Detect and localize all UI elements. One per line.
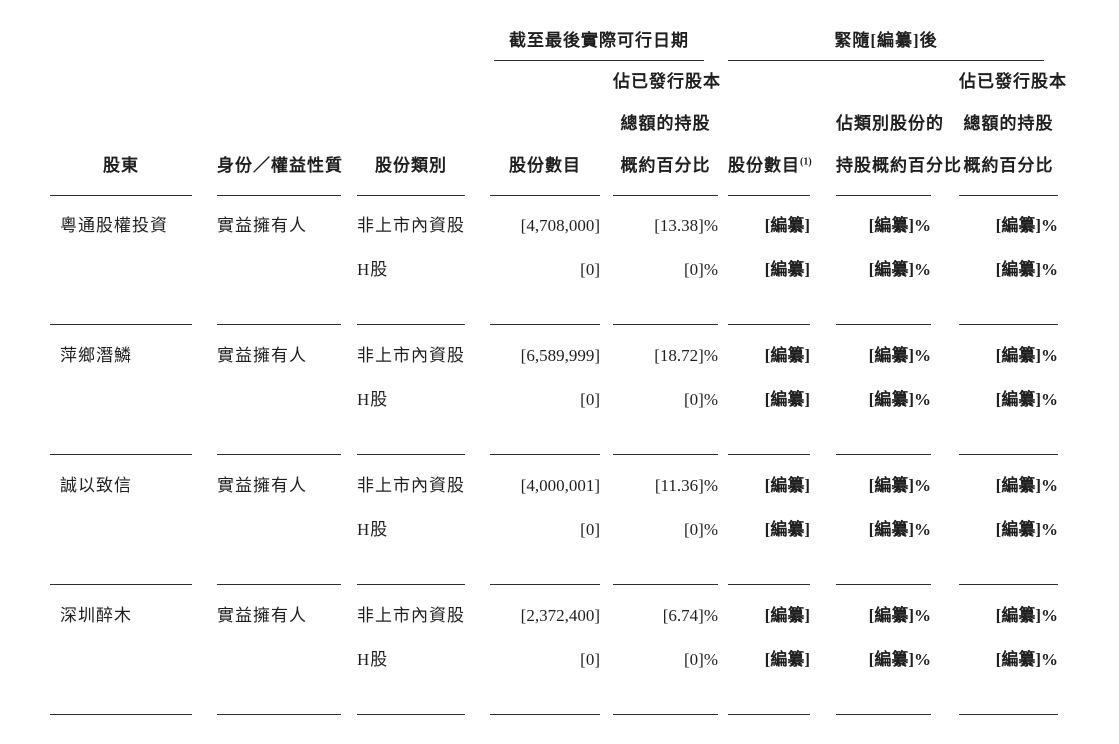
- post-num-shares-cell: [編纂]: [764, 390, 810, 409]
- table-row-line: 萍鄉潛鱗 實益擁有人 非上市內資股 [6,589,999] [18.72]% […: [0, 334, 1119, 378]
- num-shares-cell: [0]: [580, 520, 600, 539]
- identity-cell: 實益擁有人: [217, 606, 307, 625]
- share-class-cell: 非上市內資股: [357, 476, 465, 495]
- share-class-cell: 非上市內資股: [357, 606, 465, 625]
- num-shares-cell: [4,708,000]: [520, 216, 600, 235]
- num-shares-cell: [0]: [580, 260, 600, 279]
- pct-issued-capital-cell: [0]%: [684, 260, 718, 279]
- column-header-shareholder: 股東: [50, 145, 192, 196]
- post-class-pct-cell: [編纂]%: [868, 390, 931, 409]
- pct-issued-capital-cell: [0]%: [684, 390, 718, 409]
- post-num-shares-cell: [編纂]: [764, 520, 810, 539]
- shareholder-name-cell: 深圳醉木: [60, 606, 132, 625]
- post-class-pct-cell: [編纂]%: [868, 520, 931, 539]
- num-shares-cell: [6,589,999]: [520, 346, 600, 365]
- row-separator: [0, 292, 1119, 325]
- shareholder-name-cell: 誠以致信: [60, 476, 132, 495]
- column-header-share-class: 股份類別: [357, 145, 465, 196]
- column-header-pct-total-issued: 佔已發行股本 總額的持股 概約百分比: [613, 61, 720, 196]
- table-row-line: 粵通股權投資 實益擁有人 非上市內資股 [4,708,000] [13.38]%…: [0, 204, 1119, 248]
- column-header-row: 股東 身份／權益性質 股份類別 股份數目 佔已發行股本 總額的持股 概約百分比 …: [0, 61, 1119, 196]
- table-row-line: H股 [0] [0]% [編纂] [編纂]% [編纂]%: [0, 378, 1119, 422]
- share-class-cell: 非上市內資股: [357, 346, 465, 365]
- num-shares-cell: [4,000,001]: [520, 476, 600, 495]
- row-separator: [0, 682, 1119, 715]
- share-class-cell: H股: [357, 390, 389, 409]
- column-header-num-shares: 股份數目: [490, 145, 600, 196]
- group-header-post-redacted: 緊隨[編纂]後: [728, 28, 1044, 61]
- group-header-latest-practicable-date: 截至最後實際可行日期: [494, 28, 704, 61]
- column-header-post-pct-total: 佔已發行股本 總額的持股 概約百分比: [959, 61, 1066, 196]
- post-num-shares-cell: [編纂]: [764, 606, 810, 625]
- post-total-pct-cell: [編纂]%: [995, 606, 1058, 625]
- row-separator: [0, 422, 1119, 455]
- table-row-line: 深圳醉木 實益擁有人 非上市內資股 [2,372,400] [6.74]% [編…: [0, 594, 1119, 638]
- footnote-ref-1: (1): [800, 156, 812, 168]
- column-header-post-pct-class: 佔類別股份的 持股概約百分比: [836, 103, 961, 196]
- post-class-pct-cell: [編纂]%: [868, 476, 931, 495]
- table-row: 萍鄉潛鱗 實益擁有人 非上市內資股 [6,589,999] [18.72]% […: [0, 334, 1119, 455]
- post-class-pct-cell: [編纂]%: [868, 650, 931, 669]
- pct-issued-capital-cell: [0]%: [684, 520, 718, 539]
- table-row-line: H股 [0] [0]% [編纂] [編纂]% [編纂]%: [0, 638, 1119, 682]
- table-row-line: H股 [0] [0]% [編纂] [編纂]% [編纂]%: [0, 248, 1119, 292]
- post-total-pct-cell: [編纂]%: [995, 476, 1058, 495]
- post-total-pct-cell: [編纂]%: [995, 390, 1058, 409]
- post-total-pct-cell: [編纂]%: [995, 216, 1058, 235]
- identity-cell: 實益擁有人: [217, 216, 307, 235]
- pct-issued-capital-cell: [0]%: [684, 650, 718, 669]
- share-class-cell: 非上市內資股: [357, 216, 465, 235]
- post-num-shares-cell: [編纂]: [764, 260, 810, 279]
- column-header-post-num-shares: 股份數目(1): [728, 145, 812, 196]
- post-class-pct-cell: [編纂]%: [868, 346, 931, 365]
- shareholder-name-cell: 萍鄉潛鱗: [60, 346, 132, 365]
- post-class-pct-cell: [編纂]%: [868, 216, 931, 235]
- pct-issued-capital-cell: [13.38]%: [654, 216, 718, 235]
- post-class-pct-cell: [編纂]%: [868, 260, 931, 279]
- num-shares-cell: [0]: [580, 650, 600, 669]
- identity-cell: 實益擁有人: [217, 476, 307, 495]
- post-total-pct-cell: [編纂]%: [995, 650, 1058, 669]
- post-total-pct-cell: [編纂]%: [995, 520, 1058, 539]
- column-header-identity-nature: 身份／權益性質: [217, 145, 342, 196]
- row-separator: [0, 552, 1119, 585]
- table-row: 深圳醉木 實益擁有人 非上市內資股 [2,372,400] [6.74]% [編…: [0, 594, 1119, 715]
- post-num-shares-cell: [編纂]: [764, 346, 810, 365]
- post-total-pct-cell: [編纂]%: [995, 260, 1058, 279]
- table-row: 粵通股權投資 實益擁有人 非上市內資股 [4,708,000] [13.38]%…: [0, 204, 1119, 325]
- post-class-pct-cell: [編纂]%: [868, 606, 931, 625]
- identity-cell: 實益擁有人: [217, 346, 307, 365]
- pct-issued-capital-cell: [18.72]%: [654, 346, 718, 365]
- share-class-cell: H股: [357, 260, 389, 279]
- share-class-cell: H股: [357, 520, 389, 539]
- post-num-shares-cell: [編纂]: [764, 650, 810, 669]
- num-shares-cell: [2,372,400]: [520, 606, 600, 625]
- post-num-shares-cell: [編纂]: [764, 216, 810, 235]
- share-class-cell: H股: [357, 650, 389, 669]
- table-row-line: H股 [0] [0]% [編纂] [編纂]% [編纂]%: [0, 508, 1119, 552]
- num-shares-cell: [0]: [580, 390, 600, 409]
- table-row-line: 誠以致信 實益擁有人 非上市內資股 [4,000,001] [11.36]% […: [0, 464, 1119, 508]
- shareholder-name-cell: 粵通股權投資: [60, 216, 168, 235]
- table-row: 誠以致信 實益擁有人 非上市內資股 [4,000,001] [11.36]% […: [0, 464, 1119, 585]
- post-num-shares-cell: [編纂]: [764, 476, 810, 495]
- pct-issued-capital-cell: [11.36]%: [654, 476, 718, 495]
- group-header-row: 截至最後實際可行日期 緊隨[編纂]後: [0, 28, 1119, 61]
- pct-issued-capital-cell: [6.74]%: [662, 606, 718, 625]
- post-total-pct-cell: [編纂]%: [995, 346, 1058, 365]
